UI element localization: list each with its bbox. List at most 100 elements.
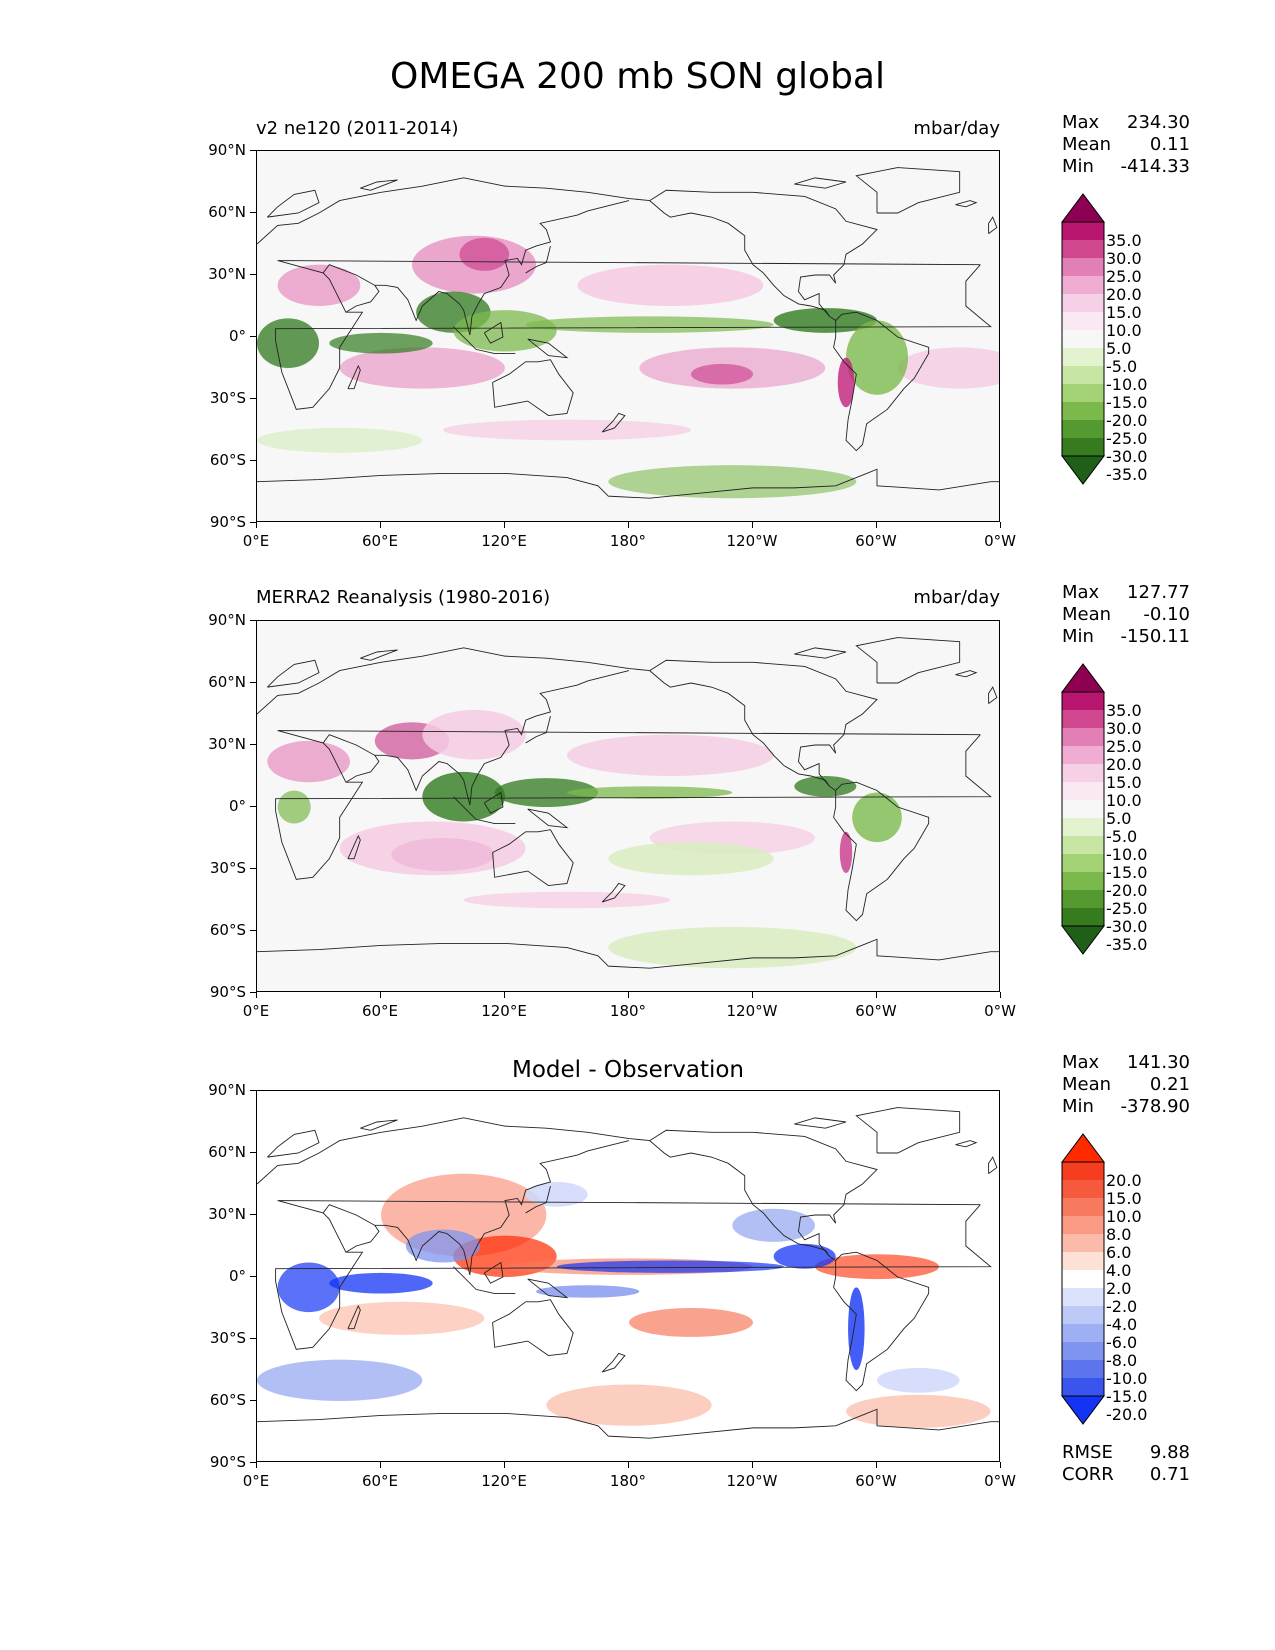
colorbar-diff [1061, 1133, 1105, 1425]
x-tick-mark [504, 1462, 505, 1468]
coastline [322, 670, 630, 806]
x-tick-label: 120°E [481, 1472, 527, 1490]
y-tick-label: 90°S [209, 983, 246, 1001]
colorbar-label: 35.0 [1106, 701, 1142, 720]
x-tick-label: 0°W [984, 1002, 1016, 1020]
ascent-warm-pool [494, 778, 598, 807]
diff-indian-itcz-neg [329, 1272, 433, 1294]
y-tick-label: 60°N [208, 1143, 246, 1161]
stat-mean: 0.21 [1149, 1074, 1190, 1095]
coastline [275, 260, 992, 410]
diff-central-america-neg [773, 1243, 836, 1269]
coastline [492, 1299, 574, 1356]
colorbar-swatch [1062, 348, 1104, 366]
map-canvas [257, 637, 999, 969]
coastline [267, 659, 320, 688]
figure-title: OMEGA 200 mb SON global [390, 56, 885, 97]
x-tick-label: 120°W [726, 1472, 778, 1490]
map-canvas [257, 167, 999, 499]
coastline [257, 177, 650, 245]
colorbar-label: -15.0 [1106, 863, 1148, 882]
ascent-amazon [846, 320, 908, 395]
descent-south-band [463, 891, 671, 909]
x-tick-mark [380, 1462, 381, 1468]
colorbar-label: -4.0 [1106, 1315, 1138, 1334]
coastline [453, 1266, 516, 1294]
x-tick-mark [380, 992, 381, 998]
y-tick-mark [250, 522, 256, 523]
coastline [347, 834, 361, 860]
diff-south-pac-pos [546, 1384, 712, 1426]
colorbar-label: 25.0 [1106, 267, 1142, 286]
ascent-south-atl [257, 427, 423, 453]
colorbar-swatch [1062, 384, 1104, 402]
coastline [955, 670, 978, 678]
colorbar-label: -8.0 [1106, 1351, 1138, 1370]
ascent-indian-itcz [329, 332, 433, 354]
coastline [833, 781, 930, 922]
colorbar-label: 10.0 [1106, 791, 1142, 810]
x-tick-mark [628, 522, 629, 528]
colorbar-label: -5.0 [1106, 827, 1138, 846]
colorbar-swatch [1062, 818, 1104, 836]
colorbar-label: 5.0 [1106, 809, 1132, 828]
coastline [525, 245, 551, 274]
colorbar-swatch [1062, 890, 1104, 908]
y-tick-mark [250, 1338, 256, 1339]
coastline [267, 189, 320, 218]
y-tick-mark [250, 1276, 256, 1277]
map-model [256, 150, 1000, 522]
stat-min: -150.11 [1120, 626, 1190, 647]
colorbar-swatch [1062, 420, 1104, 438]
descent-indian-wide [339, 821, 526, 876]
x-tick-mark [628, 992, 629, 998]
coastline [525, 1185, 551, 1214]
x-tick-label: 60°W [855, 1002, 897, 1020]
x-tick-label: 120°W [726, 532, 778, 550]
colorbar-frame [1061, 691, 1105, 927]
x-tick-label: 180° [609, 1472, 647, 1490]
panel-title-left: v2 ne120 (2011-2014) [256, 118, 459, 139]
colorbar-label: 20.0 [1106, 285, 1142, 304]
coastline [483, 321, 504, 344]
y-tick-mark [250, 460, 256, 461]
colorbar-label: -15.0 [1106, 1387, 1148, 1406]
colorbar-extend-max [1061, 1133, 1105, 1163]
y-tick-label: 60°S [209, 1391, 246, 1409]
coastline [322, 1140, 630, 1276]
y-tick-mark [250, 1090, 256, 1091]
y-tick-label: 60°S [209, 451, 246, 469]
rmse-value: 9.88 [1149, 1442, 1190, 1463]
map-diff [256, 1090, 1000, 1462]
coastline [649, 189, 878, 321]
colorbar-label: -25.0 [1106, 899, 1148, 918]
colorbar-extend-min [1061, 1395, 1105, 1425]
coastline [955, 200, 978, 208]
y-tick-label: 90°S [209, 1453, 246, 1471]
x-tick-mark [1000, 522, 1001, 528]
colorbar-label: -10.0 [1106, 1369, 1148, 1388]
y-tick-label: 30°N [208, 265, 246, 283]
colorbar-swatch [1062, 836, 1104, 854]
colorbar-swatch [1062, 366, 1104, 384]
x-tick-mark [876, 992, 877, 998]
colorbar-label: -30.0 [1106, 917, 1148, 936]
y-tick-label: 90°N [208, 141, 246, 159]
colorbar-label: 30.0 [1106, 249, 1142, 268]
colorbar-swatch [1062, 872, 1104, 890]
colorbar-swatch [1062, 746, 1104, 764]
y-tick-label: 30°S [209, 859, 246, 877]
x-tick-label: 0°E [242, 1472, 270, 1490]
stat-max-label: Max [1062, 582, 1100, 603]
y-tick-mark [250, 1462, 256, 1463]
colorbar-label: 8.0 [1106, 1225, 1132, 1244]
colorbar-swatch [1062, 782, 1104, 800]
colorbar-swatch [1062, 1198, 1104, 1216]
coastline [453, 326, 516, 354]
rmse-label: RMSE [1062, 1442, 1113, 1463]
colorbar-swatch [1062, 728, 1104, 746]
coastline [601, 412, 626, 433]
corr-value: 0.71 [1149, 1464, 1190, 1485]
y-tick-mark [250, 930, 256, 931]
x-tick-mark [256, 1462, 257, 1468]
